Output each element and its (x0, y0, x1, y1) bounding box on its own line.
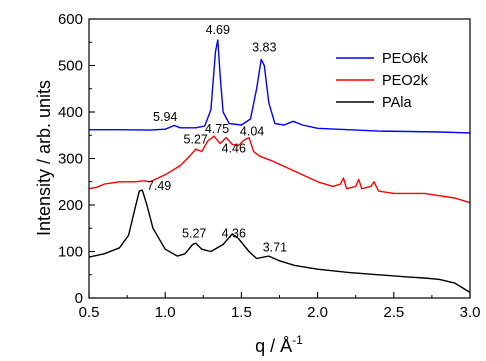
peak-annotation: 4.36 (222, 227, 246, 241)
peak-annotation: 5.94 (153, 110, 177, 124)
annotation-layer: 4.693.835.945.274.75 4.044.467.495.27 4.36… (147, 23, 287, 255)
x-tick-label: 1.5 (231, 304, 252, 321)
peak-annotation: 4.75 (205, 122, 229, 136)
y-tick-label: 400 (58, 104, 83, 121)
peak-annotation: 4.46 (222, 142, 246, 156)
legend-label: PEO6k (382, 51, 429, 67)
y-tick-label: 600 (58, 11, 83, 28)
y-tick-label: 500 (58, 58, 83, 75)
x-axis-label: q / Å-1 (255, 333, 303, 356)
x-axis-label-superscript: -1 (292, 333, 303, 347)
y-axis-label: Intensity / arb. units (34, 80, 54, 236)
peak-annotation: 5.27 (184, 133, 208, 147)
legend-label: PEO2k (382, 73, 429, 89)
x-tick-label: 3.0 (460, 304, 481, 321)
tick-layer: 0.5 1.0 1.5 2.0 2.5 3.0 0 100 200 300 400 500 600 (58, 11, 480, 321)
legend-label: PAla (382, 95, 412, 111)
legend: PEO6k PEO2k PAla (336, 51, 429, 111)
y-tick-label: 200 (58, 197, 83, 214)
y-tick-label: 0 (75, 290, 83, 307)
series-line-peo6k (89, 39, 471, 134)
y-tick-label: 300 (58, 151, 83, 168)
series-line-pala (88, 189, 471, 293)
peak-annotation: 4.04 (240, 124, 264, 138)
x-tick-label: 2.5 (383, 304, 404, 321)
series-line-peo2k (88, 135, 471, 204)
series-layer (88, 39, 471, 293)
y-tick-label: 100 (58, 244, 83, 261)
peak-annotation: 5.27 (182, 227, 206, 241)
x-tick-label: 2.0 (307, 304, 328, 321)
x-tick-label: 1.0 (155, 304, 176, 321)
x-axis-label-main: q / Å (255, 336, 292, 356)
peak-annotation: 4.69 (206, 23, 230, 37)
peak-annotation: 3.71 (263, 241, 287, 255)
peak-annotation: 7.49 (147, 179, 171, 193)
peak-annotation: 3.83 (252, 41, 276, 55)
x-tick-label: 0.5 (79, 304, 100, 321)
